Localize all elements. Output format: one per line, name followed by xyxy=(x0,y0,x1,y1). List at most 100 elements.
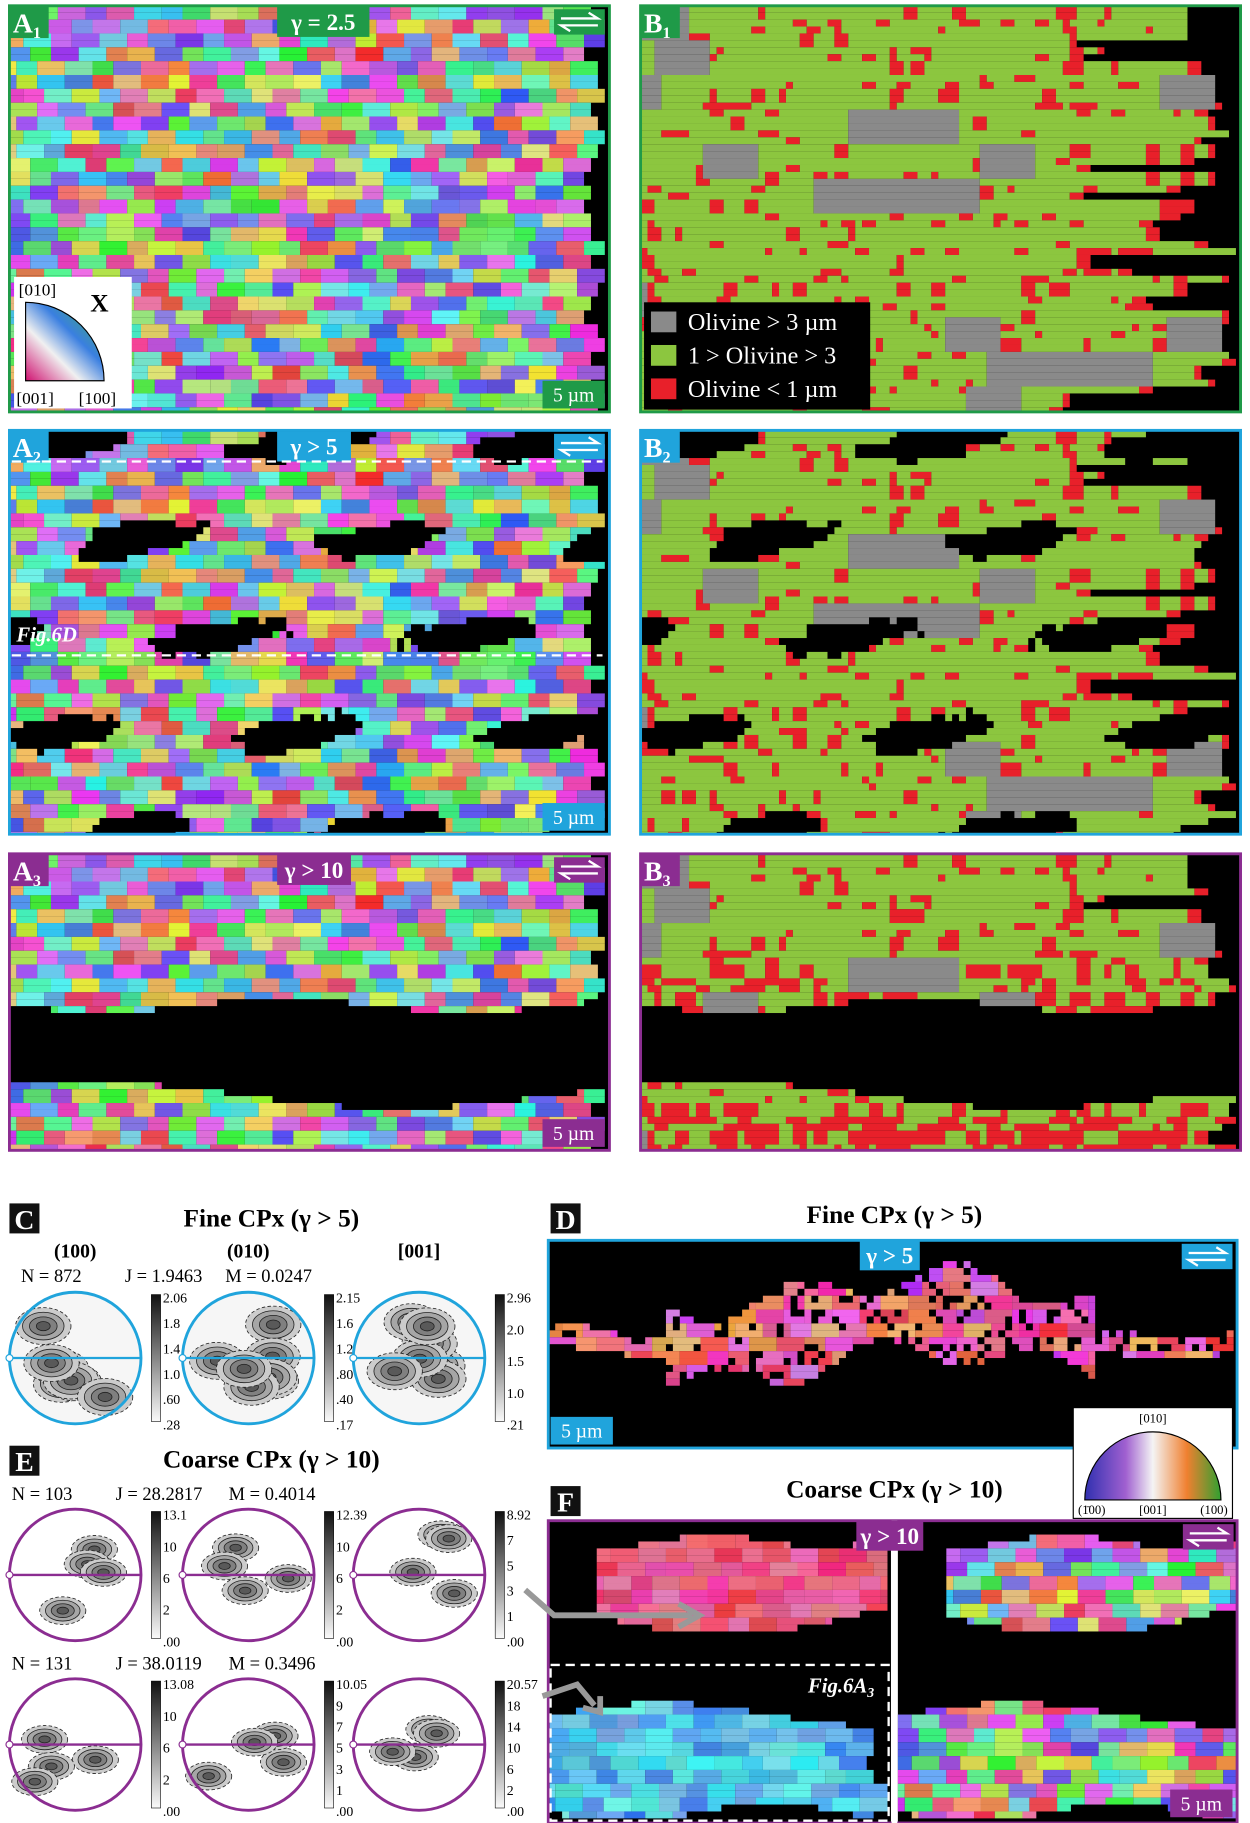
grain xyxy=(640,707,648,715)
grain xyxy=(327,790,349,798)
grain xyxy=(334,386,363,394)
grain xyxy=(521,81,550,89)
grain xyxy=(224,130,252,138)
grain xyxy=(362,679,384,687)
grain xyxy=(217,1137,245,1145)
grain xyxy=(99,790,121,798)
grain xyxy=(445,324,474,332)
grain xyxy=(931,471,1070,479)
grain xyxy=(189,116,218,124)
grain xyxy=(452,95,481,103)
grain xyxy=(1180,568,1195,576)
grain xyxy=(251,936,273,944)
grain xyxy=(507,672,529,680)
grain xyxy=(1035,638,1043,645)
grain xyxy=(452,344,481,352)
grain xyxy=(661,638,766,645)
grain xyxy=(106,1006,135,1014)
grain xyxy=(286,1103,308,1110)
grain xyxy=(542,534,571,542)
grain xyxy=(535,658,564,666)
grain xyxy=(584,978,605,986)
grain xyxy=(910,506,946,514)
grain xyxy=(334,227,363,235)
grain xyxy=(965,444,980,452)
grain xyxy=(369,74,398,82)
grain xyxy=(99,199,128,207)
grain xyxy=(1090,344,1153,352)
grain xyxy=(127,40,148,48)
grain xyxy=(924,54,932,62)
grain xyxy=(1159,596,1181,604)
grain xyxy=(972,589,980,597)
grain xyxy=(723,714,738,722)
grain xyxy=(272,818,301,825)
grain xyxy=(320,748,342,756)
grain xyxy=(924,909,1063,917)
grain xyxy=(369,568,398,576)
grain xyxy=(1180,158,1195,165)
grain xyxy=(376,790,405,798)
grain xyxy=(23,95,45,103)
grain xyxy=(1145,874,1153,882)
grain xyxy=(848,458,897,465)
grain xyxy=(175,978,204,986)
grain xyxy=(993,610,1008,618)
grain xyxy=(341,102,363,110)
grain xyxy=(92,26,121,34)
grain xyxy=(30,644,58,652)
grain xyxy=(50,33,72,41)
grain xyxy=(445,144,474,152)
grain xyxy=(286,783,315,791)
grain xyxy=(154,192,183,200)
grain xyxy=(903,492,911,500)
grain xyxy=(175,88,197,96)
grain xyxy=(203,199,231,207)
grain xyxy=(723,707,738,715)
grain xyxy=(1055,213,1160,221)
grain xyxy=(320,144,349,152)
grain xyxy=(85,5,107,13)
grain xyxy=(230,171,259,179)
grain xyxy=(1187,275,1223,283)
grain xyxy=(640,610,648,618)
grain xyxy=(210,957,238,965)
grain xyxy=(134,5,162,13)
grain xyxy=(1062,102,1070,110)
grain xyxy=(210,379,231,387)
grain xyxy=(570,324,598,332)
grain xyxy=(945,344,1001,352)
grain xyxy=(848,665,1056,673)
grain xyxy=(785,651,793,659)
grain xyxy=(251,137,280,145)
grain xyxy=(438,686,460,694)
grain xyxy=(64,485,93,493)
grain xyxy=(1069,158,1146,165)
grain xyxy=(224,1096,252,1104)
grain xyxy=(134,658,155,666)
grain xyxy=(78,617,107,625)
grain xyxy=(147,464,176,472)
grain xyxy=(23,762,51,770)
grain xyxy=(334,1109,363,1117)
grain xyxy=(869,783,876,791)
grain xyxy=(1208,603,1216,611)
grain xyxy=(410,303,439,311)
grain xyxy=(224,818,252,825)
grain xyxy=(397,492,418,500)
grain xyxy=(16,506,38,514)
grain xyxy=(424,151,446,159)
grain xyxy=(44,936,72,944)
grain xyxy=(78,185,107,193)
grain xyxy=(85,853,107,861)
grain xyxy=(965,400,1022,408)
grain xyxy=(210,386,231,394)
grain xyxy=(438,213,467,221)
grain xyxy=(875,386,890,394)
grain xyxy=(1076,679,1091,687)
grain xyxy=(189,916,218,924)
grain xyxy=(251,248,280,255)
grain xyxy=(473,61,495,69)
grain xyxy=(127,665,148,673)
grain xyxy=(779,213,890,221)
